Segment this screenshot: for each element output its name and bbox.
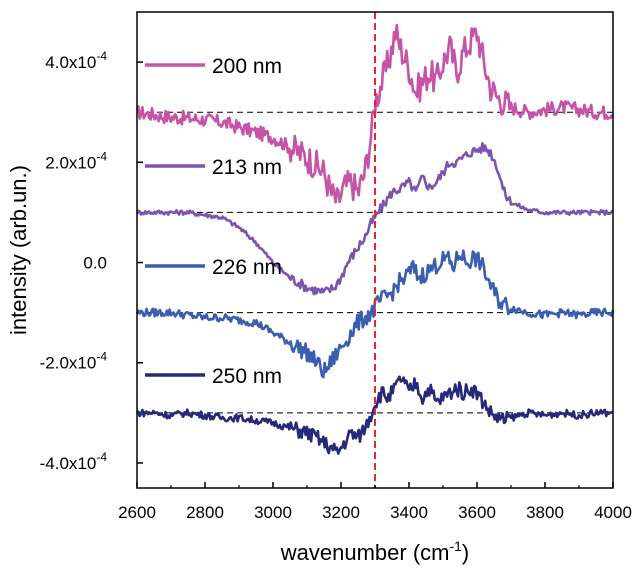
legend-label: 213 nm — [212, 156, 282, 179]
x-tick-label: 3400 — [390, 503, 428, 522]
series-line — [135, 142, 614, 296]
x-axis-title-main: wavenumber (cm — [280, 540, 450, 565]
x-axis-title-end: ) — [462, 540, 469, 565]
y-tick-label: -4.0x10-4 — [40, 450, 108, 473]
axis-ticks: 2600 2800 3000 3200 3400 3600 3800 4000 4.0x10-4… — [40, 49, 632, 522]
series-line — [136, 375, 614, 455]
y-tick-label: -2.0x10-4 — [40, 350, 108, 373]
y-axis-title: intensity (arb.un.) — [6, 165, 31, 335]
x-tick-label: 3200 — [322, 503, 360, 522]
legend-label: 250 nm — [212, 365, 282, 388]
y-tick-label: 0.0 — [83, 254, 107, 273]
x-tick-label: 4000 — [594, 503, 632, 522]
y-tick-label: 2.0x10-4 — [45, 149, 107, 172]
x-axis-title-sup: -1 — [449, 538, 462, 554]
x-tick-label: 3600 — [458, 503, 496, 522]
legend-label: 226 nm — [212, 256, 282, 279]
legend: 200 nm 213 nm 226 nm 250 nm — [145, 55, 282, 388]
x-tick-label: 3800 — [526, 503, 564, 522]
x-axis-title: wavenumber (cm-1) — [280, 538, 470, 565]
legend-label: 200 nm — [212, 55, 282, 78]
x-tick-label: 2800 — [186, 503, 224, 522]
x-tick-label: 3000 — [254, 503, 292, 522]
x-tick-label: 2600 — [118, 503, 156, 522]
y-tick-label: 4.0x10-4 — [45, 49, 107, 72]
